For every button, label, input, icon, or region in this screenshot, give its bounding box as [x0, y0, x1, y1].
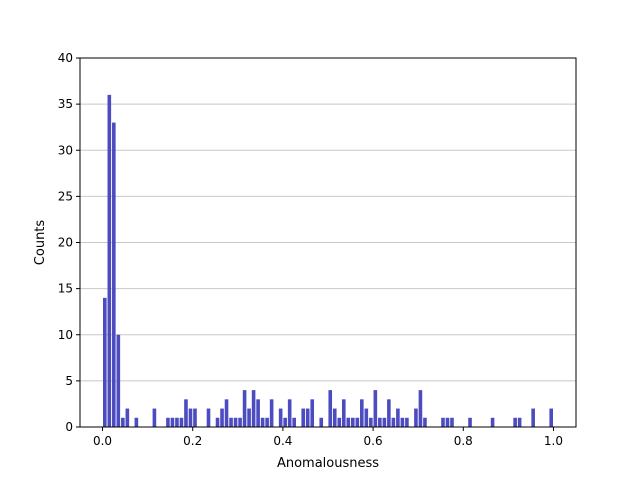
histogram-bar [179, 417, 184, 427]
histogram-bar [400, 417, 405, 427]
histogram-bar [125, 408, 130, 427]
y-tick-label: 0 [65, 420, 73, 434]
histogram-bar [319, 417, 324, 427]
histogram-bar [116, 334, 121, 427]
y-tick-label: 10 [58, 328, 73, 342]
histogram-bar [391, 417, 396, 427]
histogram-bar [346, 417, 351, 427]
histogram-bar [355, 417, 360, 427]
y-tick-label: 5 [65, 374, 73, 388]
histogram-bar [364, 408, 369, 427]
histogram-bar [382, 417, 387, 427]
histogram-bar [396, 408, 400, 427]
y-axis-label: Counts [33, 220, 48, 266]
histogram-bar [278, 408, 283, 427]
histogram-bar [283, 417, 287, 427]
x-tick-label: 0.8 [454, 434, 473, 448]
histogram-bar [260, 417, 265, 427]
histogram-bar [224, 399, 229, 427]
histogram-bar [215, 417, 220, 427]
histogram-bar [423, 417, 427, 427]
histogram-bar [242, 390, 247, 427]
histogram-bar [175, 417, 179, 427]
histogram-bar [269, 399, 274, 427]
histogram-bar [305, 408, 310, 427]
gridlines [80, 103, 576, 382]
x-tick-label: 0.0 [93, 434, 112, 448]
histogram-bar [287, 399, 292, 427]
histogram-bar [229, 417, 233, 427]
histogram-bar [405, 417, 409, 427]
y-tick-label: 25 [58, 189, 73, 203]
histogram-bar [468, 417, 472, 427]
histogram-bar [549, 408, 554, 427]
histogram-bar [193, 408, 197, 427]
y-tick-label: 35 [58, 97, 73, 111]
histogram-bar [450, 417, 454, 427]
histogram-bar [107, 94, 112, 428]
histogram-bar [184, 399, 188, 427]
histogram-bar [517, 417, 522, 427]
histogram-bar [513, 417, 517, 427]
histogram-bar [247, 408, 251, 427]
histogram-bar [441, 417, 445, 427]
x-axis-label: Anomalousness [277, 456, 379, 471]
histogram-bar [490, 417, 495, 427]
y-tick-label: 30 [58, 143, 73, 157]
histogram-bar [350, 417, 355, 427]
histogram-bar [369, 417, 373, 427]
histogram-bar [166, 417, 170, 427]
y-tick-label: 40 [58, 51, 73, 65]
histogram-bar [332, 408, 337, 427]
histogram-bar [170, 417, 175, 427]
y-tick-label: 20 [58, 236, 73, 250]
histogram-bar [188, 408, 193, 427]
histogram-bar [220, 408, 224, 427]
x-tick-label: 1.0 [544, 434, 563, 448]
histogram-bar [206, 408, 211, 427]
x-tick-label: 0.6 [364, 434, 383, 448]
histogram-bar [238, 417, 242, 427]
histogram-bar [251, 390, 256, 427]
histogram-bar [360, 399, 364, 427]
x-tick-label: 0.4 [273, 434, 292, 448]
histogram-bar [414, 408, 418, 427]
histogram-bar [121, 417, 125, 427]
histogram-bar [418, 390, 423, 427]
histogram-bar [341, 399, 346, 427]
bars [102, 94, 554, 428]
histogram-bar [387, 399, 391, 427]
x-axis: 0.0 0.2 0.4 0.6 0.8 1.0 [93, 427, 563, 448]
histogram-bar [152, 408, 157, 427]
histogram-bar [102, 297, 107, 427]
histogram-bar [134, 417, 139, 427]
histogram-bar [265, 417, 269, 427]
histogram-bar [256, 399, 260, 427]
histogram-bar [292, 417, 296, 427]
y-axis: 0 5 10 15 20 25 30 35 40 [58, 51, 80, 434]
histogram-bar [378, 417, 382, 427]
histogram-bar [112, 122, 116, 427]
histogram-bar [531, 408, 535, 427]
histogram-bar [373, 390, 378, 427]
histogram-bar [310, 399, 315, 427]
histogram-bar [233, 417, 238, 427]
histogram-bar [337, 417, 342, 427]
y-tick-label: 15 [58, 282, 73, 296]
histogram-bar [301, 408, 306, 427]
histogram-bar [445, 417, 450, 427]
x-tick-label: 0.2 [183, 434, 202, 448]
histogram-bar [328, 390, 333, 427]
